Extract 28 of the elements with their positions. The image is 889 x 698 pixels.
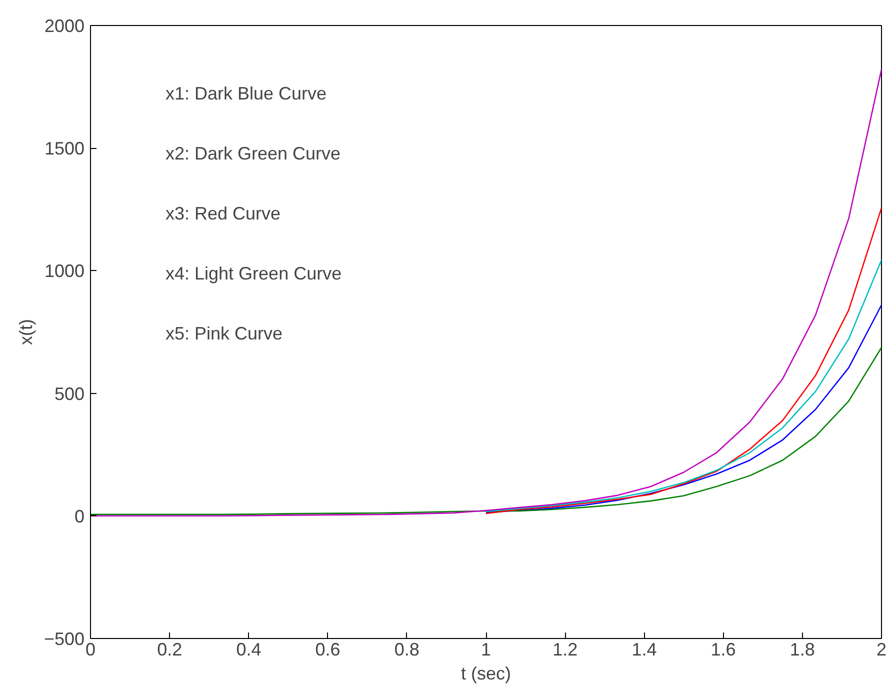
annotation: x2: Dark Green Curve xyxy=(166,144,341,164)
y-tick-label: 0 xyxy=(74,506,85,526)
x-tick-label: 0.4 xyxy=(236,640,262,660)
x-tick-label: 1.2 xyxy=(552,640,578,660)
y-tick-label: 500 xyxy=(54,384,85,404)
y-tick-label: −500 xyxy=(44,629,85,649)
x-tick-label: 1 xyxy=(480,640,492,660)
annotation: x1: Dark Blue Curve xyxy=(166,84,327,104)
x-tick-label: 1.6 xyxy=(710,640,736,660)
line-series xyxy=(90,68,882,517)
y-axis-title: x(t) xyxy=(16,318,36,345)
line-series xyxy=(90,346,882,516)
x-tick-label: 0.8 xyxy=(394,640,420,660)
y-tick-label: 1000 xyxy=(44,261,85,282)
y-tick-label: 2000 xyxy=(44,16,85,36)
y-tick-label: 1500 xyxy=(44,138,85,159)
annotation: x5: Pink Curve xyxy=(166,324,283,344)
line-series xyxy=(485,259,882,512)
line-series xyxy=(485,207,882,514)
x-tick-label: 0.6 xyxy=(315,640,340,660)
x-tick-label: 2 xyxy=(876,640,887,660)
x-axis-title: t (sec) xyxy=(461,664,512,684)
line-series xyxy=(485,304,882,514)
x-tick-label: 1.8 xyxy=(790,640,815,660)
annotation: x4: Light Green Curve xyxy=(166,264,342,284)
x-tick-label: 0.2 xyxy=(157,640,182,660)
annotation: x3: Red Curve xyxy=(166,204,281,224)
x-tick-label: 1.4 xyxy=(632,640,657,660)
